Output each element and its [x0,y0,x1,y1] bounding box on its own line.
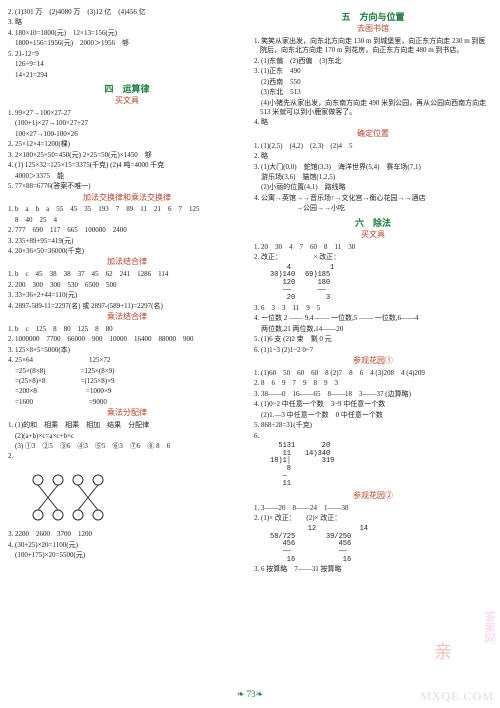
txt: 1. b c 45 38 38 37 45 62 241 1286 114 [8,270,246,279]
txt: 3. 6 3 3 11 9 5 [254,304,492,313]
txt: 4000＞3375 能 [8,172,246,181]
txt: 4. 一位数 2 —— 9,4 —— 一位数,5 —— 一位数,6——4 [254,314,492,323]
txt: 4. 2897-589-11=2297(名) 或 2897-(589+11)=2… [8,302,246,311]
txt: 1. (1)的和 相乘 相乘 相加 结果 分配律 [8,421,246,430]
txt: 8 40 25 4 [8,216,246,225]
section-title: 六 除法 [254,217,492,229]
txt: 5. 868÷28=31(千克) [254,421,492,430]
txt: 4. (1) 125×32=125×15=3375(千克) (2)4 吨=400… [8,161,246,170]
subsection-title: 买文具 [254,230,492,241]
txt: (100+1)×27→100×27+27 [8,119,246,128]
subsection-title: 参观花园② [254,491,492,502]
txt: 1. b a b a 55 45 35 193 7 89 11 21 6 7 1… [8,205,246,214]
txt: 4. (1)0~2 中任意一个数 3~9 中任意一个数 [254,400,492,409]
txt: 14×21=294 [8,71,246,80]
txt: 6. [254,432,492,441]
txt: 3. 33+36+2+44=110(元) [8,291,246,300]
right-column: 五 方向与位置 去图书馆 1. 笑笑从家出发，向东北方向走 130 m 到城堡里… [254,8,492,576]
txt: 5. 21-12=9 [8,50,246,59]
subsection-title: 确定位置 [254,129,492,140]
txt: 2. 8 6 9 7 9 8 9 3 [254,379,492,388]
long-division: 4 30)140 120 ── 20 [270,265,295,303]
txt: 1. (1)60 50 60 60 8 (2)7 8 6 4 (3)208 4 … [254,369,492,378]
txt: 3. 2×180×25×50=450(元) 2×25=50(元)×1450 够 [8,151,246,160]
section-title: 五 方向与位置 [254,11,492,23]
txt: 2. (1)301 万 (2)4080 万 (3)12 亿 (4)456 亿 [8,8,246,17]
txt: 2. (1)× 改正： (2)× 改正： [254,514,492,523]
txt: 4. 公寓→英馆→→音乐场↑→文化宫→衡心花园→→酒店 [254,194,492,203]
txt: 3. 235+89+95=419(元) [8,237,246,246]
subsection-title: 乘法分配律 [8,408,246,419]
txt: (2)西南 550 [254,78,492,87]
txt: 100×27→100-100×26 [8,130,246,139]
txt: =25×(8×8) =125×(8×9) [8,367,246,376]
txt: 2. 25×12×4=1200(棵) [8,140,246,149]
txt: 2. 1000000 7700 66000 900 10000 16400 88… [8,335,246,344]
txt: (2)1.—3 中任意一个数 0 中任意一个数 [254,411,492,420]
txt: 5. 77×88=6776(答案不唯一) [8,182,246,191]
txt: 3. 125×8×5=5000(本) [8,346,246,355]
subsection-title: 买文具 [8,96,246,107]
txt: 4. (30+25)×20=1100(元) [8,541,246,550]
txt: 2. 改正： × 改正： [254,253,492,262]
txt: (2)小丽的位置(4,1) 路线略 [254,183,492,192]
long-division: 12 58/725 456 ── 16 [270,526,316,564]
txt: (4)小猪先从家出发，向东南方向走 490 米到公园，再从公园向西南方向走 51… [254,99,492,118]
subsection-title: 参观花园① [254,356,492,367]
txt: =200×8 =1000×9 [8,387,246,396]
txt: (3) ①3 ②5 ③6 ④3 ⑤5 ⑥3 ⑦6 ⑧ 8 6 [8,442,246,451]
txt: =1600 =9000 [8,398,246,407]
long-division: 5131 11 18)1│ 8 ─ 11 [270,443,295,489]
txt: 游乐场(3,6) 猫馆(1,2,5) [254,173,492,182]
txt: 3. 38——0 16——65 8——18 3——37 (边算略) [254,390,492,399]
txt: 1. 99×27→100×27-27 [8,109,246,118]
txt: 5. (1)6 支 (2)2 束 剩 0 元 [254,335,492,344]
watermark-text: MXQE.COM [420,688,494,704]
txt: (3)东北 513 [254,88,492,97]
txt: (100+175)×20=5500(元) [8,551,246,560]
txt: 3. 6 按算略 7——31 按算略 [254,565,492,574]
txt: 6. (1)1~3 (2)1~2 0~7 [254,346,492,355]
txt: 1. 3——20 8——24 1——38 [254,504,492,513]
txt: 3. 略 [8,18,246,27]
txt: 2. [8,452,246,461]
page-number: 73 [237,688,263,700]
txt: →公园→→小吃 [254,204,492,213]
txt: 1. 笑笑从家出发，向东北方向走 130 m 到城堡里，向正东方向走 230 m… [254,37,492,56]
txt: 2. 略 [254,152,492,161]
subsection-title: 去图书馆 [254,24,492,35]
watermark-icon: 亲 [434,640,452,664]
txt: 126÷9=14 [8,60,246,69]
long-division: 20 14)340 319 [305,443,334,466]
txt: 2. 200 300 300 530 6500 500 [8,281,246,290]
matching-diagram [18,465,118,525]
txt: 1800+156=1956(元) 2000＞1956 够 [8,39,246,48]
txt: 4. 略 [254,118,492,127]
long-division: 1 69)185 180 ── 3 [305,265,334,303]
txt: 3. 2200 2600 3700 1200 [8,530,246,539]
txt: 两位数,21 两位数,14——20 [254,325,492,334]
txt: 2. 777 690 117 665 100000 2400 [8,226,246,235]
txt: 1. 20 30 4 7 60 8 11 30 [254,243,492,252]
txt: 4. 20×36×50=36000(千克) [8,247,246,256]
subsection-title: 加法结合律 [8,257,246,268]
txt: 3. (1)大门(0,0) 蛇馆(3,3) 海洋世界(5,4) 赛车场(7,1) [254,163,492,172]
txt: =(25×8)×8 =(125×8)×9 [8,377,246,386]
txt: 4. 180×10=1800(元) 12×13=156(元) [8,29,246,38]
txt: 2. (1)东偏 (2)西偏 (3)东北 [254,57,492,66]
watermark-url: 答案网 [481,611,496,644]
txt: (2)(a+b)×c=a×c+b×c [8,432,246,441]
txt: 1. b c 125 8 80 125 8 80 [8,325,246,334]
left-column: 2. (1)301 万 (2)4080 万 (3)12 亿 (4)456 亿 3… [8,8,246,576]
txt: 3. (1)正东 490 [254,67,492,76]
subsection-title: 加法交换律和乘法交换律 [8,193,246,204]
section-title: 四 运算律 [8,83,246,95]
txt: 4. 25×64 125×72 [8,356,246,365]
txt: 1. (1)(2,5) (4,2) (2,3) (2)4 5 [254,142,492,151]
subsection-title: 乘法结合律 [8,312,246,323]
long-division: 14 39/250 456 ── 16 [326,526,368,564]
